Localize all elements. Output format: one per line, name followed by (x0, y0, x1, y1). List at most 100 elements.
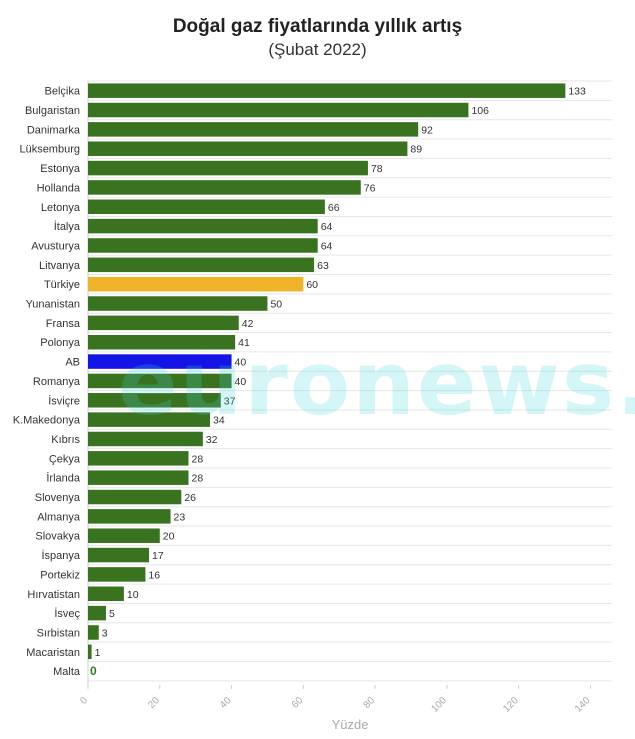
category-label: İsveç (54, 607, 80, 620)
x-axis-label: Yüzde (331, 717, 369, 732)
data-label: 63 (317, 260, 329, 272)
data-label: 42 (242, 318, 254, 330)
category-label: Kıbrıs (51, 434, 80, 446)
bar (88, 547, 150, 563)
bar (88, 122, 419, 137)
bar (88, 586, 124, 602)
bar (88, 102, 469, 118)
category-label: İspanya (41, 549, 80, 562)
category-label: Türkiye (44, 279, 80, 291)
data-label: 60 (306, 279, 318, 291)
bar (88, 199, 325, 215)
data-label: 106 (471, 105, 489, 117)
data-label: 16 (148, 569, 160, 581)
data-label: 17 (152, 550, 164, 562)
bar (88, 373, 232, 389)
chart-title: Doğal gaz fiyatlarında yıllık artış (172, 16, 463, 37)
bar (88, 218, 318, 234)
data-label: 66 (328, 202, 340, 214)
bar (88, 180, 361, 195)
bar (88, 160, 368, 176)
x-tick-label: 40 (218, 695, 234, 711)
bar (88, 238, 318, 253)
bar (88, 354, 232, 369)
data-label: 50 (270, 299, 282, 311)
category-label: Portekiz (40, 569, 80, 581)
category-label: Macaristan (26, 647, 80, 659)
bar (88, 605, 106, 621)
category-label: Avusturya (31, 240, 81, 252)
bar (88, 334, 236, 350)
bar (88, 257, 315, 273)
data-label: 89 (410, 144, 422, 156)
bar (88, 315, 239, 331)
x-tick-label: 0 (78, 695, 90, 707)
bar (88, 567, 146, 582)
data-label: 3 (102, 627, 108, 639)
data-label: 10 (127, 589, 139, 601)
data-label: 28 (191, 453, 203, 465)
bar (88, 431, 203, 447)
category-label: İsviçre (48, 394, 80, 407)
bar (88, 412, 211, 427)
bar (88, 509, 171, 524)
data-label: 40 (235, 357, 247, 369)
category-label: Hollanda (37, 182, 81, 194)
data-label: 64 (321, 221, 333, 233)
x-tick-label: 120 (501, 695, 521, 715)
x-tick-label: 100 (429, 695, 449, 715)
category-label: Hırvatistan (27, 589, 80, 601)
data-label: 28 (191, 473, 203, 485)
data-label: 64 (321, 240, 333, 252)
category-label: Sırbistan (37, 627, 80, 639)
data-label: 37 (224, 395, 236, 407)
category-label: Fransa (46, 318, 81, 330)
bar (88, 141, 408, 156)
category-label: Yunanistan (26, 299, 80, 311)
bar (88, 276, 304, 292)
category-label: İrlanda (46, 472, 81, 485)
x-tick-label: 80 (362, 695, 378, 711)
bar (88, 83, 566, 98)
category-label: Romanya (33, 376, 81, 388)
category-label: Malta (53, 666, 81, 678)
data-label: 26 (184, 492, 196, 504)
data-label: 76 (364, 182, 376, 194)
x-tick-label: 60 (290, 695, 306, 711)
data-label: 23 (174, 511, 186, 523)
category-label: Slovenya (35, 492, 81, 504)
category-label: AB (65, 357, 80, 369)
category-label: Lüksemburg (19, 144, 80, 156)
data-label: 78 (371, 163, 383, 175)
category-label: Litvanya (39, 260, 81, 272)
chart-subtitle: (Şubat 2022) (268, 40, 367, 59)
category-label: Estonya (40, 163, 81, 175)
bar (88, 296, 268, 311)
category-label: Danimarka (27, 124, 81, 136)
bar (88, 393, 221, 408)
category-label: Almanya (37, 511, 81, 523)
data-label: 32 (206, 434, 218, 446)
bar (88, 451, 189, 466)
category-label: Polonya (40, 337, 81, 349)
data-label: 40 (235, 376, 247, 388)
data-label: 1 (95, 647, 101, 659)
data-label: 34 (213, 415, 225, 427)
bar (88, 625, 99, 640)
bar (88, 528, 160, 543)
data-label: 41 (238, 337, 250, 349)
data-label: 5 (109, 608, 115, 620)
bar (88, 644, 92, 660)
category-label: İtalya (54, 220, 81, 233)
category-label: K.Makedonya (13, 415, 81, 427)
data-label: 133 (568, 86, 586, 98)
data-label: 0 (90, 664, 97, 678)
x-tick-label: 20 (146, 695, 162, 711)
category-label: Belçika (45, 86, 81, 98)
category-label: Slovakya (35, 531, 81, 543)
category-label: Letonya (41, 202, 81, 214)
category-label: Çekya (49, 453, 81, 465)
x-tick-label: 140 (573, 695, 593, 715)
bar (88, 489, 182, 505)
